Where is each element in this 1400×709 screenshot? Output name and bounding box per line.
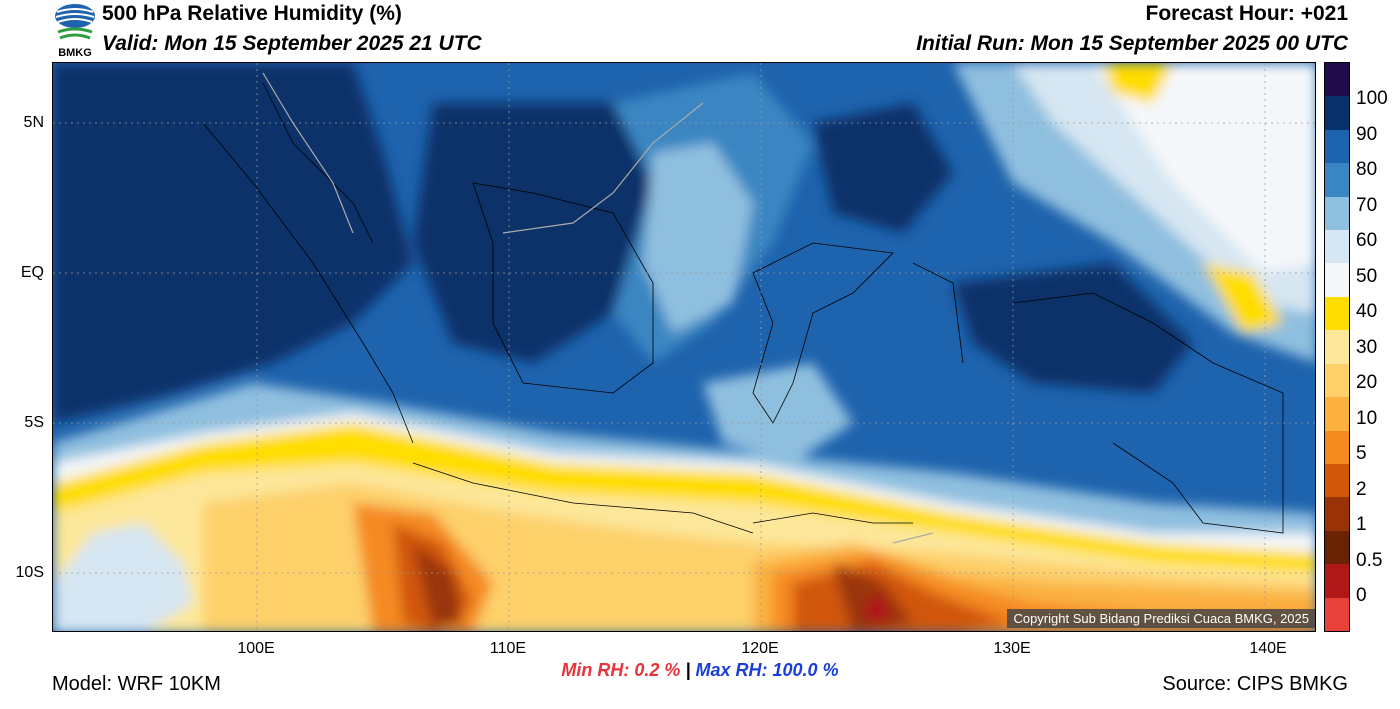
min-rh: Min RH: 0.2 %: [561, 660, 681, 680]
rh-stats: Min RH: 0.2 % | Max RH: 100.0 %: [0, 660, 1400, 681]
colorbar-label: 2: [1356, 478, 1367, 500]
colorbar-label: 90: [1356, 123, 1378, 145]
colorbar-segment: [1325, 96, 1349, 131]
colorbar-segment: [1325, 430, 1349, 465]
colorbar-label: 40: [1356, 301, 1378, 322]
humidity-map: Copyright Sub Bidang Prediksi Cuaca BMKG…: [52, 62, 1316, 632]
lon-label-140e: 140E: [1249, 640, 1287, 657]
lat-label-eq: EQ: [20, 264, 44, 281]
colorbar: [1324, 62, 1350, 632]
colorbar-label: 100: [1356, 88, 1388, 109]
copyright-note: Copyright Sub Bidang Prediksi Cuaca BMKG…: [1007, 609, 1315, 628]
colorbar-label: 30: [1356, 336, 1378, 358]
lat-label-10s: 10S: [15, 564, 44, 581]
lon-label-120e: 120E: [741, 640, 779, 657]
source-label: Source: CIPS BMKG: [1162, 673, 1348, 695]
boundaries: [262, 72, 934, 544]
valid-time: Valid: Mon 15 September 2025 21 UTC: [102, 32, 482, 55]
lon-label-100e: 100E: [237, 640, 275, 657]
colorbar-label: 50: [1356, 265, 1378, 287]
lon-label-110e: 110E: [489, 640, 527, 657]
colorbar-label: 0: [1356, 585, 1367, 606]
stats-separator: |: [685, 660, 691, 680]
humidity-field: [53, 63, 1315, 631]
lon-label-130e: 130E: [993, 640, 1031, 657]
colorbar-segment: [1325, 530, 1349, 565]
graticule: [53, 63, 1315, 631]
lat-label-5n: 5N: [23, 114, 44, 131]
max-rh: Max RH: 100.0 %: [695, 660, 839, 680]
colorbar-segment: [1325, 564, 1349, 599]
colorbar-segment: [1325, 196, 1349, 231]
colorbar-segment: [1325, 330, 1349, 365]
chart-title: 500 hPa Relative Humidity (%): [102, 2, 402, 25]
coastlines: [202, 82, 1284, 534]
colorbar-segment: [1325, 363, 1349, 398]
forecast-hour: Forecast Hour: +021: [1145, 2, 1349, 25]
colorbar-label: 80: [1356, 159, 1378, 180]
logo-text: BMKG: [58, 47, 92, 58]
colorbar-label: 1: [1356, 514, 1367, 535]
colorbar-segment: [1325, 463, 1349, 498]
colorbar-segment: [1325, 263, 1349, 298]
colorbar-segment: [1325, 397, 1349, 432]
colorbar-segment: [1325, 129, 1349, 164]
colorbar-label: 5: [1356, 443, 1367, 464]
model-label: Model: WRF 10KM: [52, 673, 221, 695]
colorbar-segment: [1325, 63, 1349, 97]
colorbar-segment: [1325, 597, 1349, 632]
colorbar-segment: [1325, 296, 1349, 331]
initial-run: Initial Run: Mon 15 September 2025 00 UT…: [916, 32, 1348, 55]
colorbar-label: 60: [1356, 230, 1378, 251]
colorbar-segment: [1325, 163, 1349, 198]
colorbar-label: 20: [1356, 372, 1378, 393]
colorbar-label: 70: [1356, 194, 1378, 216]
colorbar-label: 0.5: [1356, 549, 1383, 571]
colorbar-segment: [1325, 497, 1349, 532]
colorbar-segment: [1325, 230, 1349, 264]
bmkg-logo: BMKG: [52, 2, 98, 59]
lat-label-5s: 5S: [24, 414, 44, 431]
colorbar-label: 10: [1356, 407, 1378, 429]
